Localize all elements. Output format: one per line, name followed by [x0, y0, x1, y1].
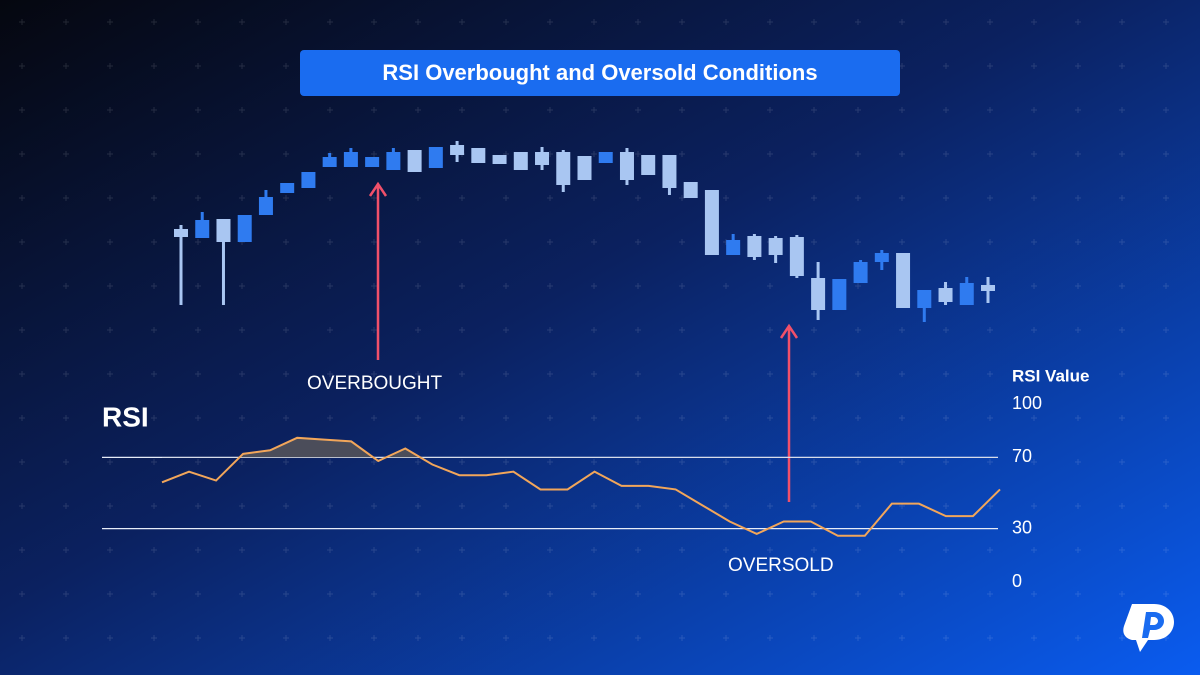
- candle-body: [789, 237, 804, 276]
- candle-body: [195, 220, 210, 238]
- arrows: [368, 181, 799, 502]
- candle-body: [853, 262, 868, 283]
- candle-body: [811, 278, 826, 310]
- annotation: OVERSOLD: [728, 555, 834, 576]
- logo: [1123, 604, 1174, 652]
- candle-body: [747, 236, 762, 257]
- candle-body: [598, 152, 613, 163]
- candle-body: [174, 229, 188, 237]
- overbought-area: [162, 437, 1000, 458]
- y-tick-label: 70: [1012, 446, 1032, 466]
- candle-body: [896, 253, 911, 308]
- y-tick-label: 100: [1012, 393, 1042, 413]
- y-axis-label: RSI Value: [1012, 366, 1089, 385]
- candle-body: [301, 172, 316, 188]
- candle-body: [386, 152, 401, 170]
- y-tick-label: 30: [1012, 517, 1032, 537]
- candle-body: [428, 147, 443, 168]
- candle-body: [683, 182, 698, 198]
- candle-body: [641, 155, 656, 175]
- candle-body: [662, 155, 677, 188]
- candle-body: [917, 290, 932, 308]
- candle-body: [407, 150, 422, 172]
- candle-body: [471, 148, 486, 163]
- candle-body: [365, 157, 380, 167]
- candle-body: [704, 190, 719, 255]
- candle-body: [768, 238, 783, 255]
- candle-body: [535, 152, 550, 165]
- rsi-line: [161, 436, 1001, 537]
- candle-body: [577, 156, 592, 180]
- candle-body: [258, 197, 273, 215]
- candle-body: [450, 145, 465, 155]
- candle-body: [726, 240, 741, 255]
- candle-body: [938, 288, 953, 302]
- y-tick-label: 0: [1012, 571, 1022, 591]
- title-box: [300, 50, 900, 96]
- candle-body: [322, 157, 337, 167]
- candle-body: [832, 279, 847, 310]
- candle-body: [343, 152, 358, 167]
- candle-body: [874, 253, 889, 262]
- annotation: OVERBOUGHT: [307, 373, 443, 394]
- candle-body: [492, 155, 507, 164]
- candle-body: [556, 152, 571, 185]
- chart-title: RSI Overbought and Oversold Conditions: [382, 60, 817, 85]
- candle-body: [216, 219, 231, 242]
- candle-body: [619, 152, 634, 180]
- candle-body: [280, 183, 295, 193]
- candle-body: [981, 285, 995, 291]
- candle-body: [237, 215, 252, 242]
- candle-body: [959, 283, 974, 305]
- candle-body: [513, 152, 528, 170]
- rsi-title: RSI: [102, 401, 149, 432]
